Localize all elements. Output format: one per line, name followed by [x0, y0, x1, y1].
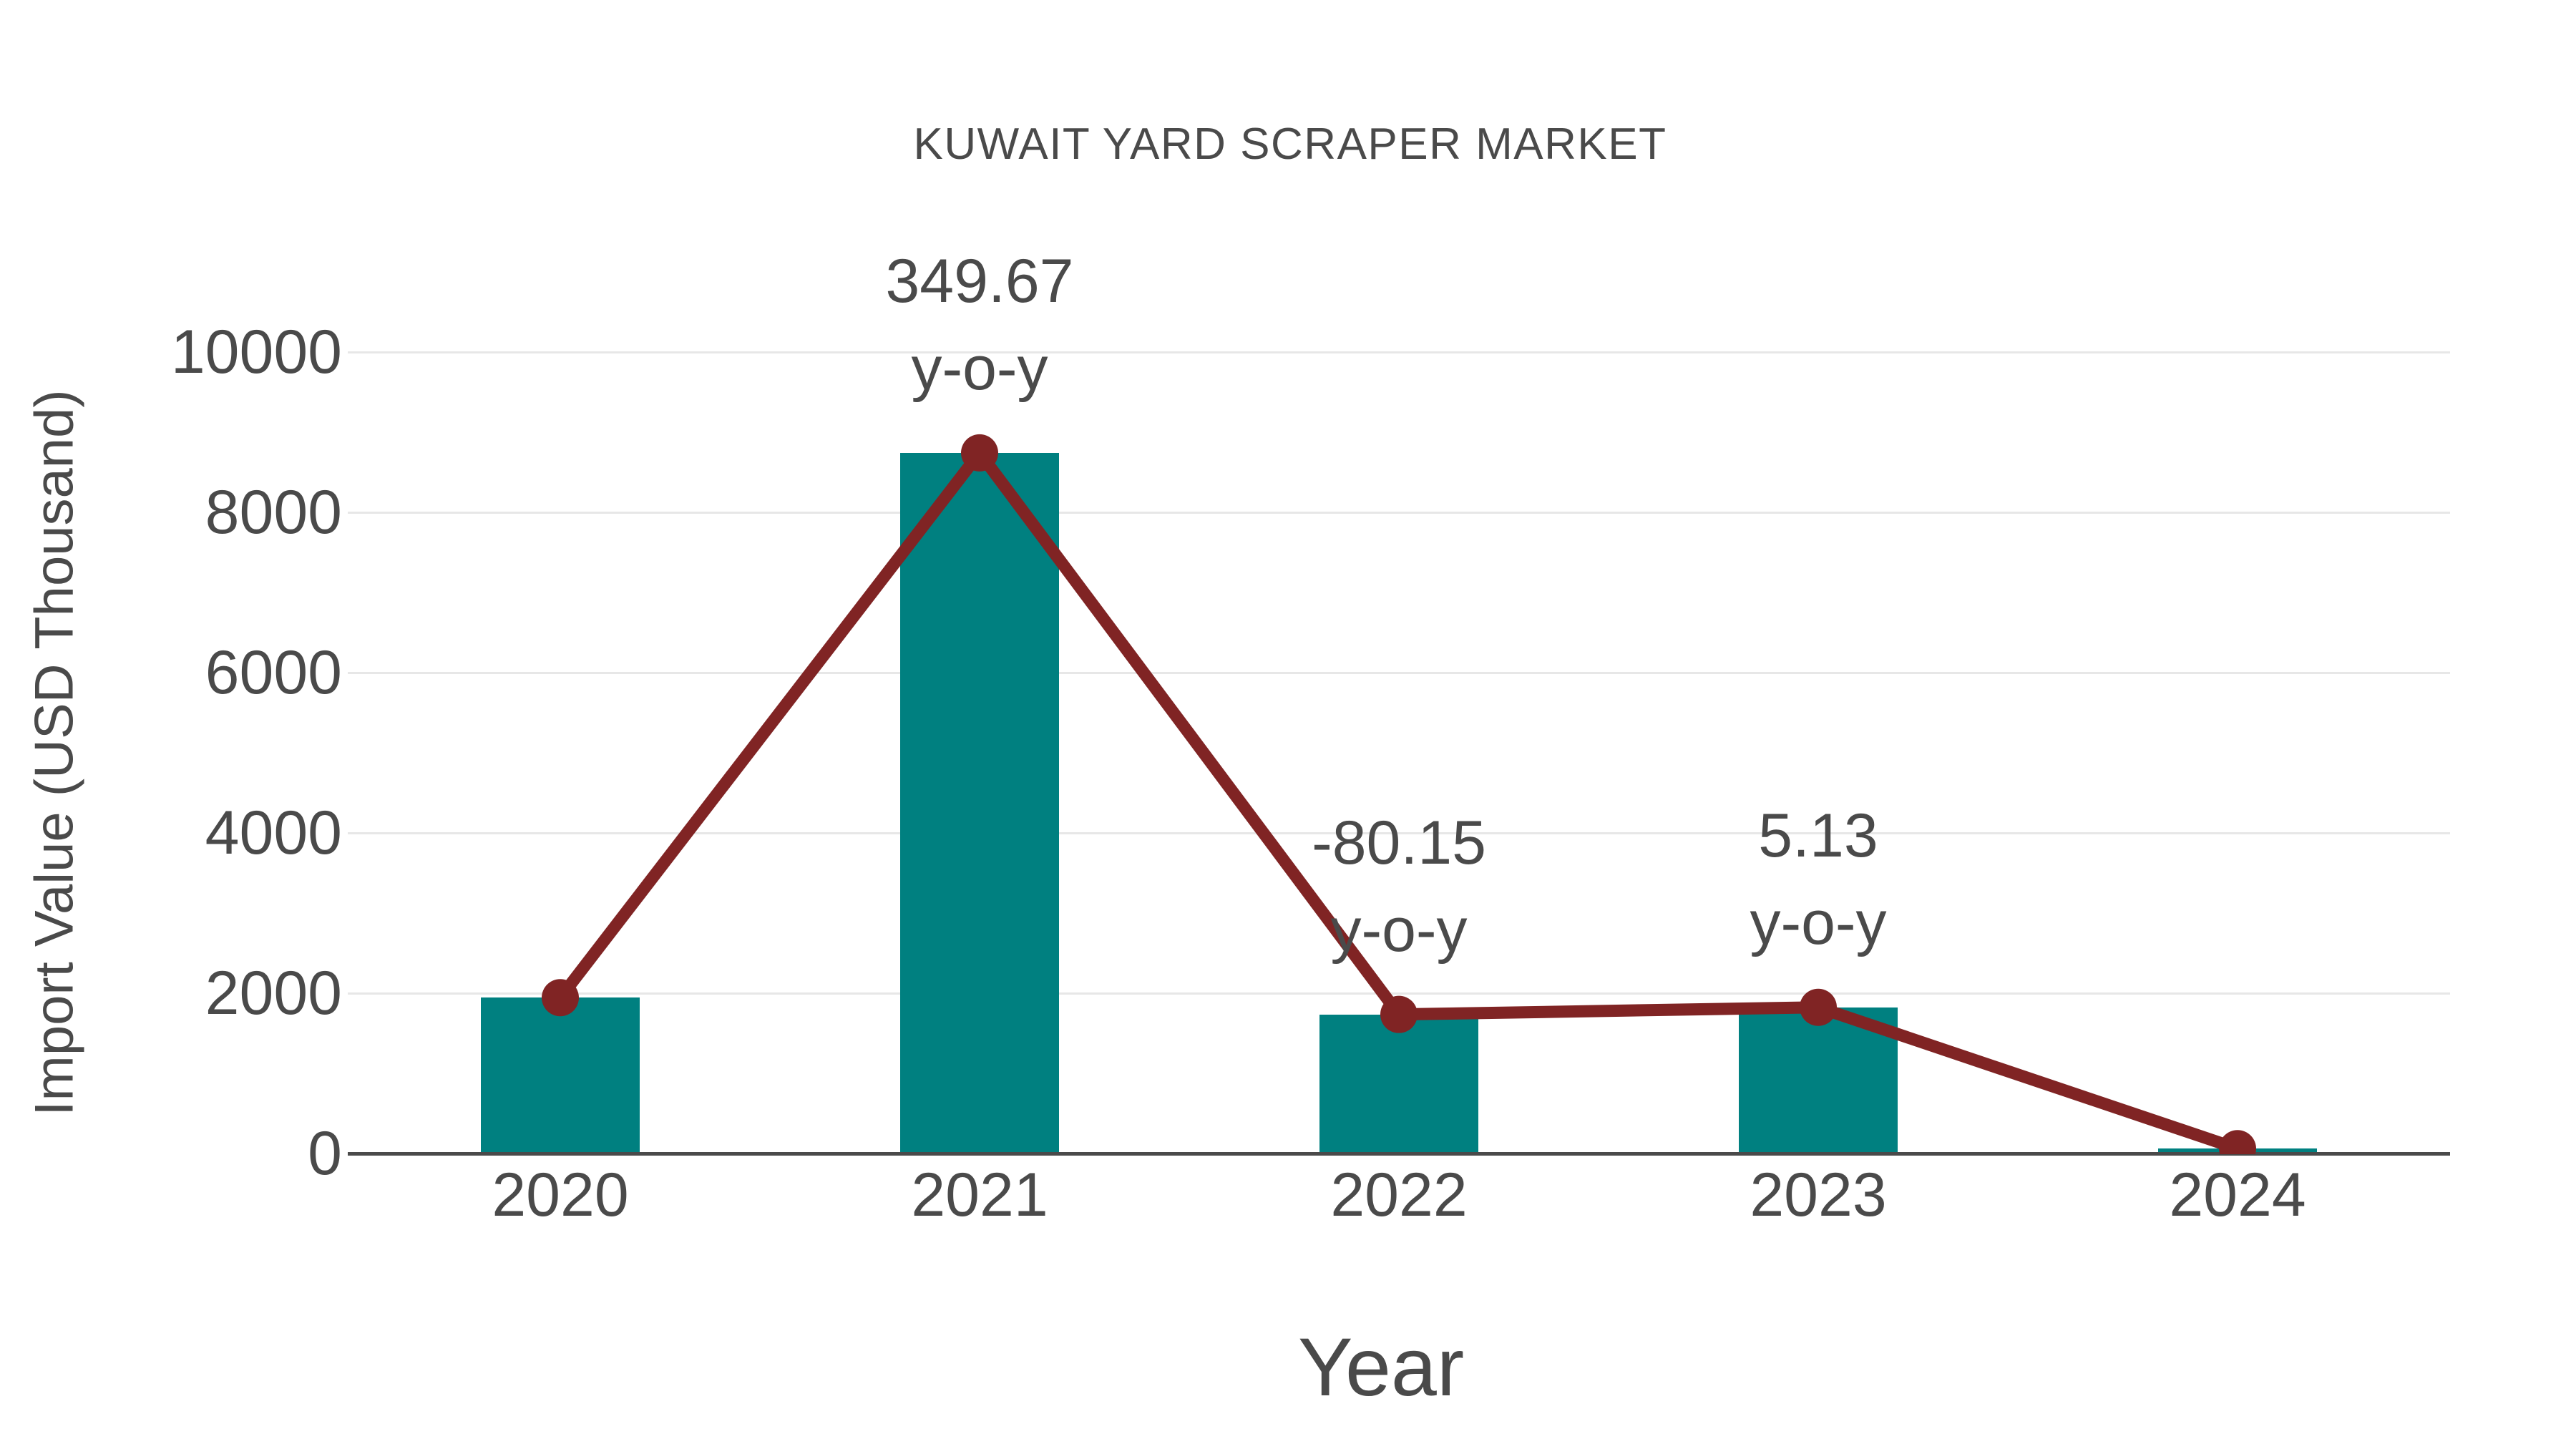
yoy-annotation-2022: -80.15 y-o-y	[1312, 808, 1486, 965]
x-axis-line	[348, 1152, 2450, 1156]
x-tick-label-2023: 2023	[1750, 1161, 1887, 1229]
x-axis-title: Year	[1297, 1322, 1465, 1413]
x-tick-label-2020: 2020	[492, 1161, 629, 1229]
bar-2020	[481, 997, 640, 1153]
trend-marker-2020	[542, 979, 579, 1017]
bar-2022	[1319, 1014, 1478, 1153]
gridline-y-8000	[348, 511, 2450, 514]
trend-line-layer	[542, 434, 2256, 1154]
bar-2021	[900, 452, 1059, 1153]
x-tick-label-2022: 2022	[1330, 1161, 1468, 1229]
y-tick-label-0: 0	[308, 1119, 342, 1188]
gridline-y-4000	[348, 831, 2450, 834]
y-tick-label-6000: 6000	[205, 638, 342, 707]
trend-marker-2022	[1380, 995, 1418, 1033]
yoy-annotation-2023: 5.13 y-o-y	[1750, 801, 1887, 957]
trend-marker-2021	[961, 434, 998, 472]
x-tick-label-2021: 2021	[911, 1161, 1048, 1229]
gridline-y-6000	[348, 671, 2450, 674]
x-tick-label-2024: 2024	[2169, 1161, 2306, 1229]
trend-marker-2024	[2219, 1130, 2256, 1154]
y-tick-label-8000: 8000	[205, 478, 342, 547]
chart-title: KUWAIT YARD SCRAPER MARKET	[913, 119, 1667, 169]
bar-2023	[1739, 1007, 1898, 1153]
y-tick-label-10000: 10000	[170, 318, 342, 386]
gridline-y-10000	[348, 351, 2450, 353]
y-tick-label-2000: 2000	[205, 959, 342, 1028]
trend-marker-2023	[1800, 988, 1837, 1026]
yoy-annotation-2021: 349.67 y-o-y	[885, 246, 1074, 403]
y-tick-label-4000: 4000	[205, 799, 342, 867]
gridline-y-2000	[348, 992, 2450, 995]
